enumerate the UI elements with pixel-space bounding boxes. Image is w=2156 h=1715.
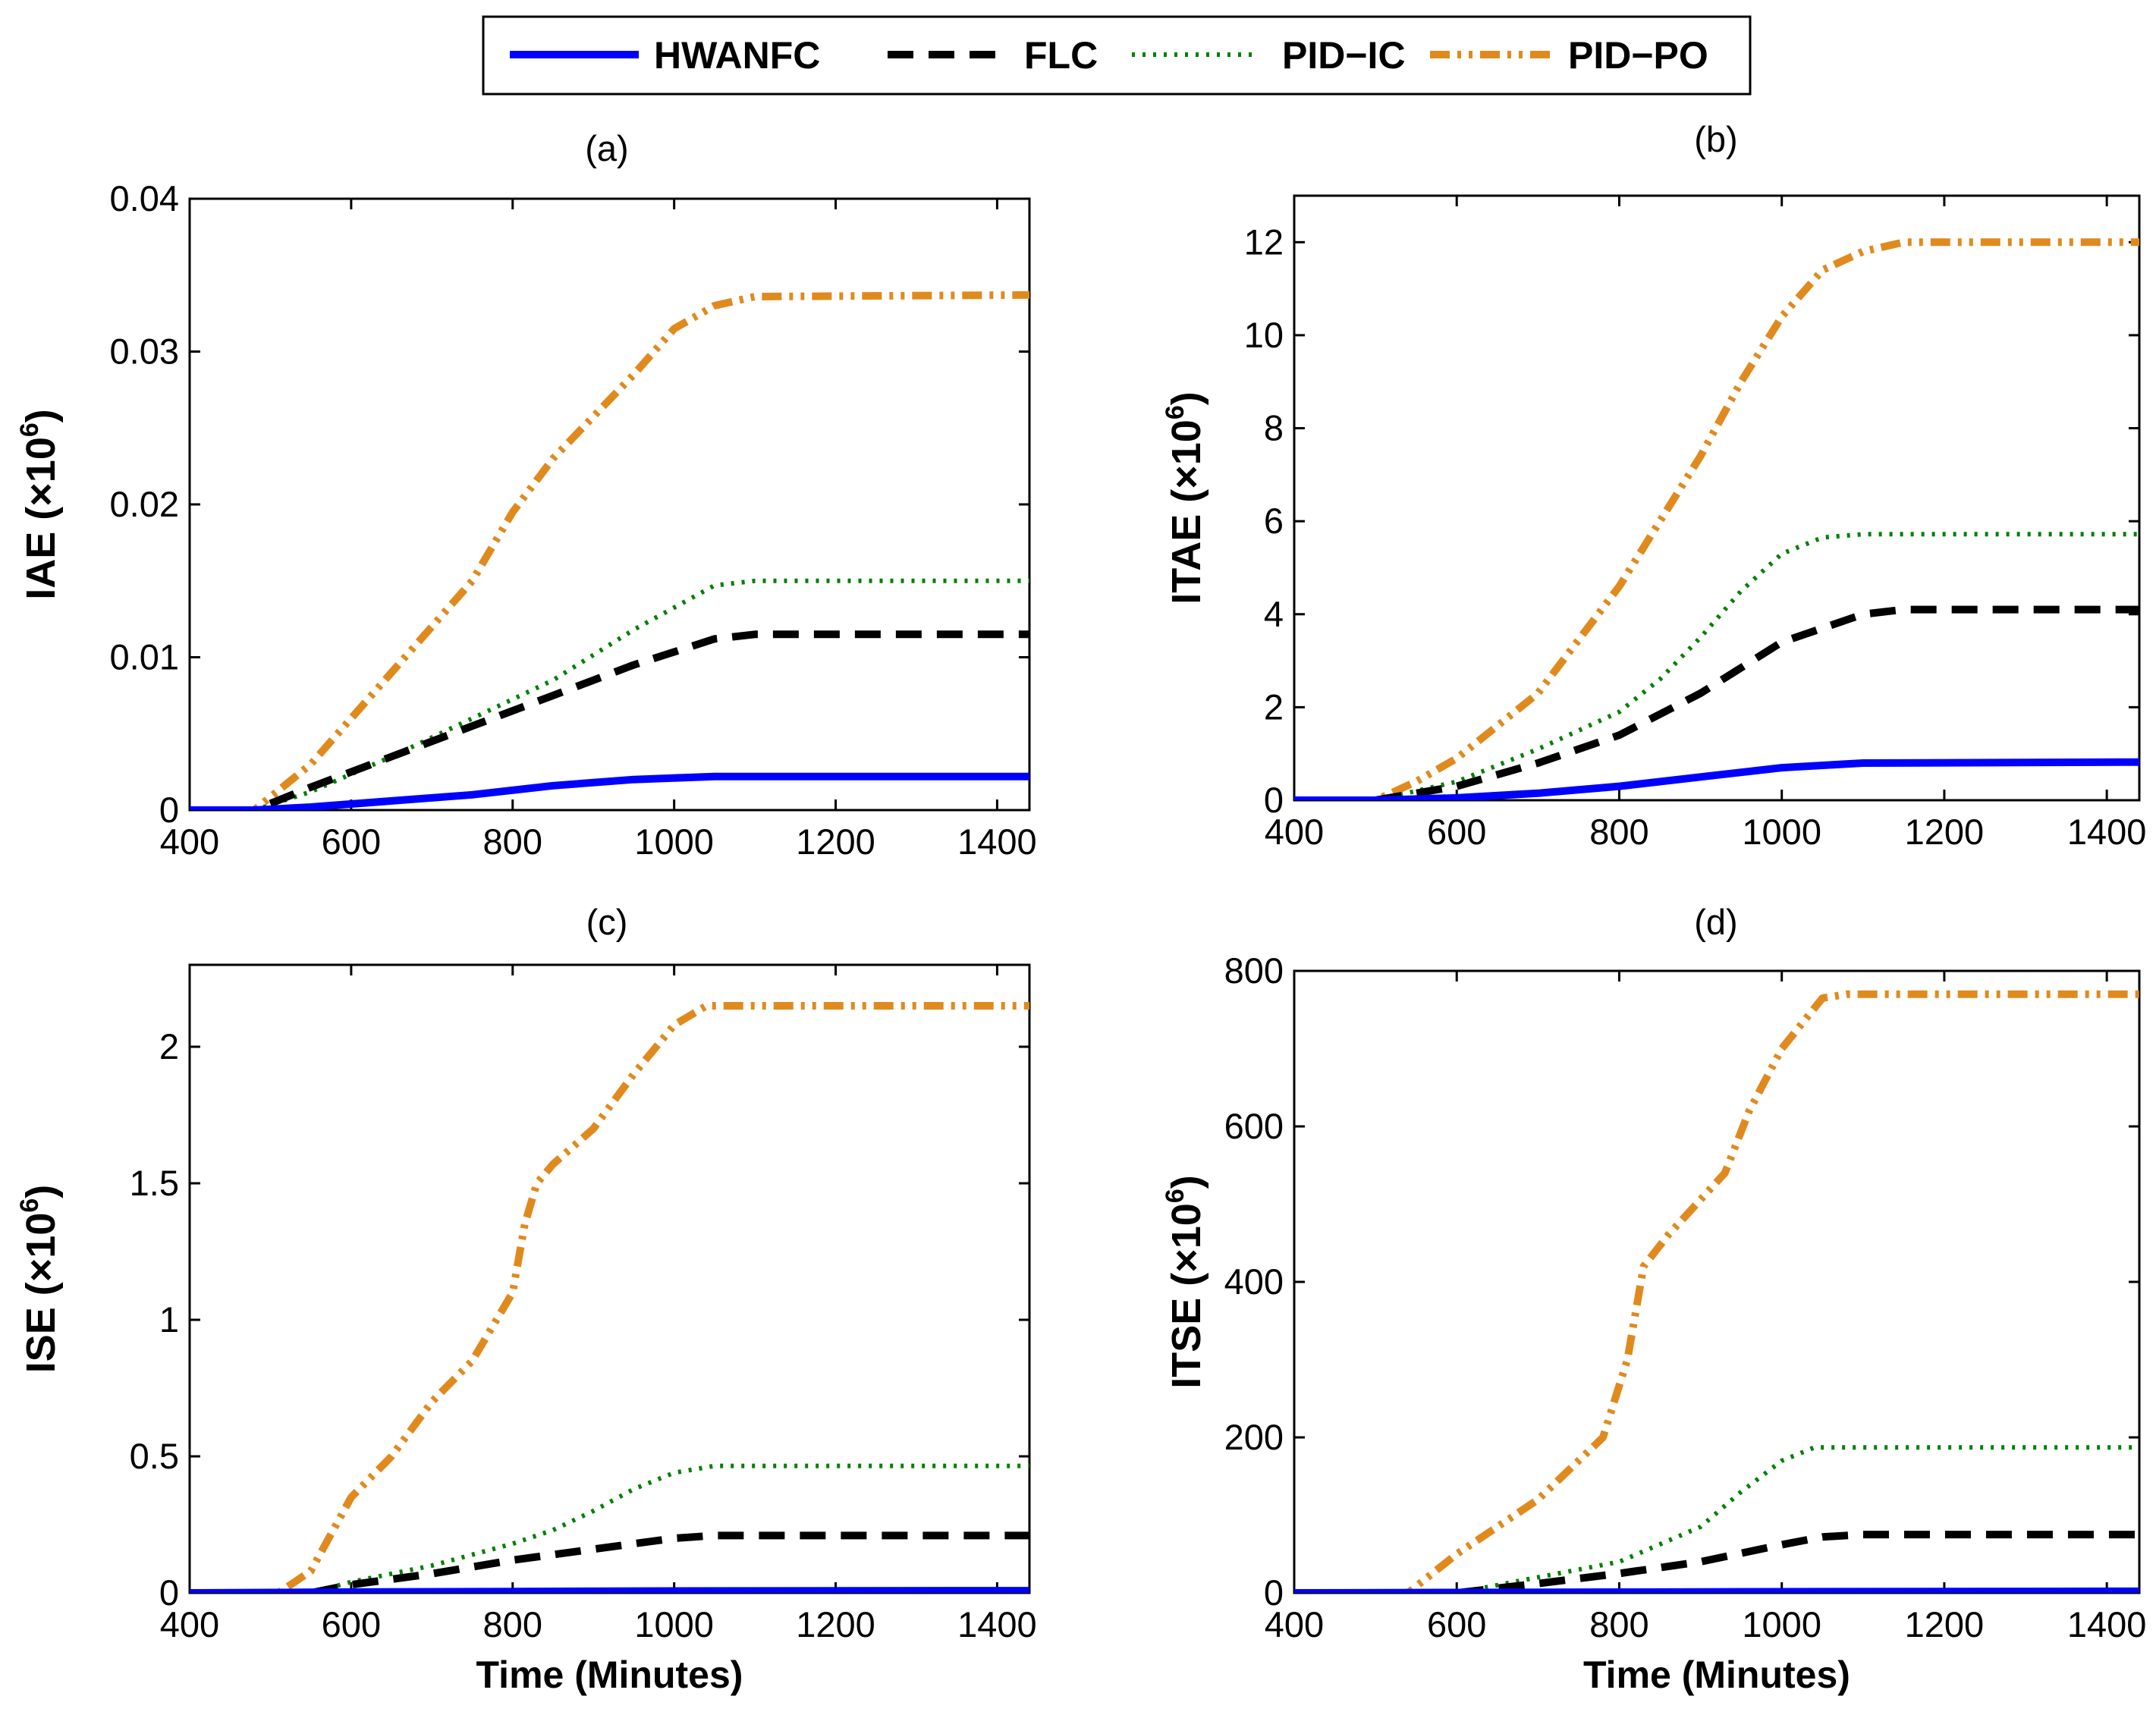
x-tick-label: 1400 (957, 821, 1037, 862)
x-tick-label: 1200 (1905, 812, 1985, 852)
panel-a-iae: 400 600 800 1000 1200 1400 0 0.01 0.02 0.03 0.04 IA… (15, 178, 1037, 862)
x-tick-label: 600 (1427, 812, 1486, 852)
y-tick-label: 0 (159, 1572, 179, 1613)
y-tick-label: 800 (1224, 950, 1284, 991)
legend-label-pid-po: PID−PO (1568, 34, 1708, 77)
y-axis-label-d: ITSE (×106) (1161, 1175, 1209, 1389)
panel-title-a: (a) (585, 128, 628, 168)
x-tick-label: 800 (483, 821, 542, 862)
series-line-hwanfc-b (1294, 758, 2139, 800)
x-tick-label: 400 (160, 821, 219, 862)
y-tick-label: 2 (159, 1026, 179, 1066)
series-line-flc-a (190, 630, 1029, 810)
series-line-hwanfc-c (190, 1587, 1029, 1593)
x-tick-label: 1200 (796, 1604, 875, 1644)
y-tick-label: 10 (1244, 315, 1284, 355)
x-tick-label: 1000 (1742, 812, 1821, 852)
x-tick-label: 400 (1265, 812, 1324, 852)
x-tick-label: 1200 (796, 821, 875, 862)
y-tick-label: 0.02 (110, 484, 179, 524)
y-tick-label: 0 (159, 790, 179, 830)
y-tick-label: 1 (159, 1299, 179, 1340)
legend-label-hwanfc: HWANFC (654, 34, 820, 77)
y-tick-label: 12 (1244, 221, 1284, 262)
series-line-flc-b (1294, 605, 2139, 800)
series-line-pid-po-d (1294, 990, 2139, 1593)
y-axis-label-close: ) (1164, 391, 1209, 405)
y-axis-label-exponent: 6 (15, 1198, 44, 1213)
plot-area-a (188, 197, 1031, 812)
panel-title-c: (c) (586, 902, 628, 942)
y-tick-label: 0 (1264, 780, 1284, 820)
y-axis-label-close: ) (1164, 1175, 1209, 1189)
x-tick-label: 1400 (2067, 812, 2147, 852)
panel-d-itse: 400 600 800 1000 1200 1400 0 200 400 600 800 ITSE (… (1161, 950, 2146, 1696)
x-tick-label: 800 (483, 1604, 542, 1644)
series-line-pid-po-c (190, 1002, 1029, 1593)
y-tick-label: 2 (1264, 686, 1284, 727)
x-axis-label-d: Time (Minutes) (1583, 1654, 1850, 1696)
series-line-pid-ic-d (1294, 1445, 2139, 1593)
y-axis-label-close: ) (18, 409, 64, 422)
y-tick-label: 0.03 (110, 331, 179, 372)
y-axis-label-text: ITAE (×10 (1164, 419, 1209, 605)
plot-area-b (1293, 194, 2141, 802)
panel-c-ise: 400 600 800 1000 1200 1400 0 0.5 1 1.5 2 ISE (×106)… (15, 963, 1037, 1696)
x-tick-label: 400 (1265, 1604, 1324, 1644)
panel-title-b: (b) (1694, 119, 1737, 159)
x-tick-label: 800 (1589, 812, 1648, 852)
y-axis-label-exponent: 6 (1161, 405, 1190, 419)
series-line-hwanfc-a (190, 772, 1029, 810)
y-tick-label: 8 (1264, 408, 1284, 448)
x-tick-label: 600 (1427, 1604, 1486, 1644)
y-axis-label-a: IAE (×106) (15, 409, 64, 600)
y-axis-label-b: ITAE (×106) (1161, 391, 1209, 605)
y-tick-label: 200 (1224, 1417, 1284, 1457)
x-tick-label: 1400 (2067, 1604, 2147, 1644)
y-axis-label-text: ITSE (×10 (1164, 1203, 1209, 1389)
y-tick-label: 0.5 (130, 1436, 179, 1476)
x-tick-label: 1200 (1905, 1604, 1985, 1644)
x-tick-label: 600 (322, 1604, 381, 1644)
legend-label-flc: FLC (1024, 34, 1098, 77)
panel-title-d: (d) (1694, 902, 1737, 942)
x-tick-label: 600 (322, 821, 381, 862)
x-axis-label-c: Time (Minutes) (476, 1654, 743, 1696)
plot-area-d (1293, 969, 2141, 1594)
y-tick-label: 6 (1264, 501, 1284, 541)
series-line-pid-ic-c (190, 1463, 1029, 1593)
series-line-pid-ic-b (1294, 532, 2139, 800)
y-tick-label: 600 (1224, 1106, 1284, 1146)
x-tick-label: 1400 (957, 1604, 1037, 1644)
x-tick-label: 400 (160, 1604, 219, 1644)
y-axis-label-exponent: 6 (1161, 1189, 1190, 1203)
y-axis-label-text: ISE (×10 (18, 1213, 64, 1374)
y-tick-label: 0.04 (110, 178, 179, 218)
legend-label-pid-ic: PID−IC (1282, 34, 1406, 77)
legend: HWANFC FLC PID−IC PID−PO (482, 15, 1752, 96)
y-tick-label: 1.5 (130, 1163, 179, 1203)
y-axis-label-exponent: 6 (15, 422, 44, 437)
x-tick-label: 800 (1589, 1604, 1648, 1644)
y-tick-label: 0 (1264, 1572, 1284, 1613)
x-tick-label: 1000 (634, 821, 714, 862)
plot-area-c (188, 963, 1031, 1594)
y-axis-label-c: ISE (×106) (15, 1185, 64, 1374)
series-line-pid-po-a (190, 291, 1029, 810)
y-axis-label-text: IAE (×10 (18, 437, 64, 600)
x-tick-label: 1000 (634, 1604, 714, 1644)
series-line-hwanfc-d (1294, 1587, 2139, 1593)
y-tick-label: 400 (1224, 1261, 1284, 1302)
y-tick-label: 0.01 (110, 637, 179, 677)
y-tick-label: 4 (1264, 594, 1284, 634)
y-axis-label-close: ) (18, 1185, 64, 1198)
x-tick-label: 1000 (1742, 1604, 1821, 1644)
